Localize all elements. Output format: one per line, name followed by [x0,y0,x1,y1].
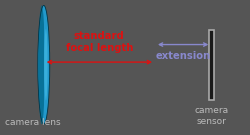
Text: camera lens: camera lens [5,118,60,127]
Text: standard
focal length: standard focal length [66,31,133,53]
Text: camera
sensor: camera sensor [194,106,228,126]
Ellipse shape [38,5,45,124]
Ellipse shape [38,5,50,124]
Text: extension: extension [156,51,211,61]
Ellipse shape [44,29,48,100]
Bar [208,30,214,100]
